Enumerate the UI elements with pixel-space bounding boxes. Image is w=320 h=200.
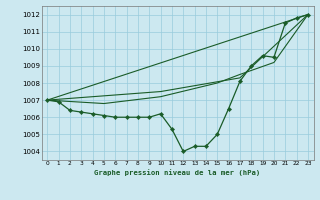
X-axis label: Graphe pression niveau de la mer (hPa): Graphe pression niveau de la mer (hPa) (94, 169, 261, 176)
